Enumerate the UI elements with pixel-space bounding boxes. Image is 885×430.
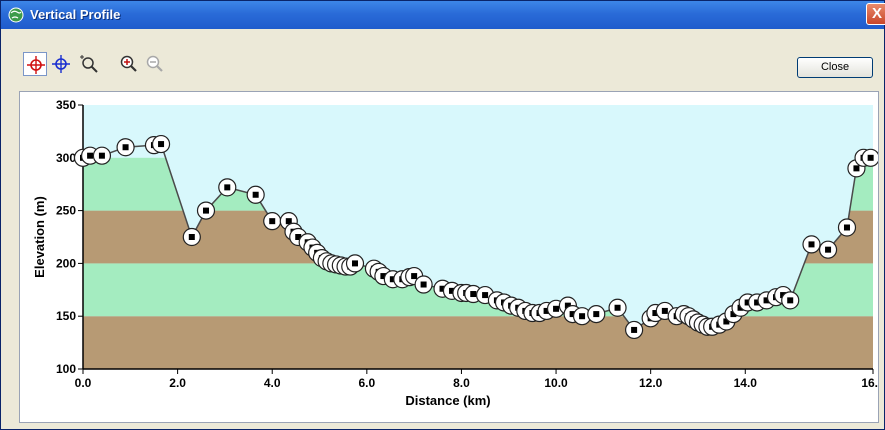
point-marker xyxy=(730,311,737,318)
profile-point[interactable] xyxy=(818,240,838,259)
point-marker xyxy=(853,165,860,172)
profile-point[interactable] xyxy=(587,304,606,324)
point-marker xyxy=(482,292,489,299)
profile-point[interactable] xyxy=(802,235,821,254)
close-icon: X xyxy=(871,5,882,22)
pan-tool-button[interactable] xyxy=(49,52,73,76)
point-marker xyxy=(122,144,129,151)
point-marker xyxy=(843,224,850,231)
point-marker xyxy=(158,141,165,148)
point-marker xyxy=(420,281,427,288)
point-marker xyxy=(252,191,259,198)
x-tick-label: 16.7 xyxy=(861,376,878,390)
point-marker xyxy=(188,234,195,240)
sky-above-profile xyxy=(83,105,873,330)
point-marker xyxy=(564,302,571,309)
point-marker xyxy=(448,287,455,294)
point-marker xyxy=(269,218,276,225)
elevation-profile-chart[interactable]: 100 150 200 250 300 350 0.0 2.0 4.0 6.0 8.0 10.0 12.… xyxy=(20,92,885,422)
x-axis-title: Distance (km) xyxy=(405,393,490,408)
y-tick-label: 150 xyxy=(56,309,76,323)
point-marker xyxy=(593,311,600,318)
profile-point[interactable] xyxy=(182,227,201,247)
window-close-button[interactable]: X xyxy=(866,3,885,25)
point-marker xyxy=(389,276,396,283)
point-marker xyxy=(754,299,761,306)
point-marker xyxy=(439,285,446,292)
zoom-out-tool-button[interactable] xyxy=(143,52,167,76)
point-marker xyxy=(652,310,659,317)
profile-point[interactable] xyxy=(345,254,365,273)
point-marker xyxy=(202,207,209,214)
point-marker xyxy=(579,313,586,320)
zoom-in-icon xyxy=(120,55,137,72)
zoom-box-tool-button[interactable] xyxy=(77,52,101,76)
profile-point[interactable] xyxy=(263,212,282,231)
point-marker xyxy=(787,297,794,304)
point-marker xyxy=(295,234,302,240)
point-marker xyxy=(553,305,560,312)
point-marker xyxy=(744,299,751,306)
x-tick-label: 12.0 xyxy=(639,376,663,390)
crosshair-blue-icon xyxy=(52,55,70,73)
crosshair-red-icon xyxy=(27,56,45,74)
point-marker xyxy=(808,241,815,248)
point-marker xyxy=(285,218,292,225)
profile-point[interactable] xyxy=(608,298,627,317)
x-tick-label: 0.0 xyxy=(75,376,92,390)
profile-point[interactable] xyxy=(861,148,880,167)
point-marker xyxy=(661,307,668,314)
y-tick-label: 250 xyxy=(56,204,76,218)
profile-point[interactable] xyxy=(414,275,433,294)
point-marker xyxy=(569,311,576,318)
window-title: Vertical Profile xyxy=(30,7,121,22)
title-bar[interactable]: Vertical Profile X xyxy=(1,1,885,29)
point-marker xyxy=(87,152,94,159)
point-marker xyxy=(411,273,418,280)
point-marker xyxy=(867,154,874,161)
point-marker xyxy=(224,184,231,191)
point-marker xyxy=(723,318,730,325)
zoom-out-icon xyxy=(146,55,163,72)
profile-point[interactable] xyxy=(218,178,237,197)
elevation-band xyxy=(83,316,873,369)
zoom-in-tool-button[interactable] xyxy=(117,52,141,76)
x-tick-label: 14.0 xyxy=(734,376,758,390)
profile-point[interactable] xyxy=(837,218,857,237)
chart-panel: 100 150 200 250 300 350 0.0 2.0 4.0 6.0 8.0 10.0 12.… xyxy=(19,91,885,423)
x-tick-label: 10.0 xyxy=(544,376,568,390)
profile-point[interactable] xyxy=(151,134,171,154)
x-tick-label: 4.0 xyxy=(264,376,281,390)
y-tick-label: 100 xyxy=(56,362,76,376)
y-tick-label: 300 xyxy=(56,151,76,165)
globe-icon xyxy=(8,7,24,23)
profile-point[interactable] xyxy=(196,201,216,220)
x-tick-label: 8.0 xyxy=(453,376,470,390)
point-marker xyxy=(614,304,621,311)
point-marker xyxy=(352,260,359,267)
close-button[interactable]: Close xyxy=(797,57,873,78)
profile-point[interactable] xyxy=(116,138,135,157)
point-marker xyxy=(763,297,770,304)
y-tick-label: 350 xyxy=(56,98,76,112)
x-tick-label: 6.0 xyxy=(358,376,375,390)
profile-point[interactable] xyxy=(92,146,112,165)
point-marker xyxy=(98,152,105,159)
select-point-tool-button[interactable] xyxy=(23,52,47,76)
y-axis-title: Elevation (m) xyxy=(32,196,47,278)
profile-point[interactable] xyxy=(781,291,800,310)
point-marker xyxy=(543,307,550,314)
point-marker xyxy=(631,326,638,333)
point-marker xyxy=(380,273,387,280)
profile-point[interactable] xyxy=(246,185,265,204)
zoom-box-icon xyxy=(80,55,98,73)
point-marker xyxy=(470,291,477,298)
y-tick-label: 200 xyxy=(56,256,76,270)
profile-point[interactable] xyxy=(625,320,644,340)
point-marker xyxy=(825,246,832,253)
x-tick-label: 2.0 xyxy=(169,376,186,390)
